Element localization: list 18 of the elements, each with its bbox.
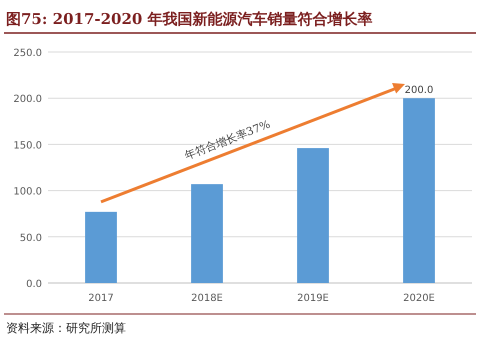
- y-tick-label: 150.0: [13, 140, 42, 152]
- y-tick-label: 200.0: [13, 94, 42, 106]
- x-tick-label: 2019E: [297, 293, 329, 304]
- y-tick-label: 100.0: [13, 186, 42, 198]
- x-tick-label: 2018E: [191, 293, 223, 304]
- data-label: 200.0: [404, 85, 434, 96]
- y-tick-label: 0.0: [26, 279, 42, 290]
- bar: [85, 212, 117, 283]
- y-tick-label: 250.0: [13, 48, 42, 59]
- annotation: 年符合增长率37%: [182, 118, 272, 162]
- x-tick-label: 2017: [88, 293, 114, 304]
- chart-title: 图75: 2017-2020 年我国新能源汽车销量符合增长率: [6, 10, 373, 28]
- bar: [191, 184, 223, 283]
- bar: [403, 98, 435, 283]
- text: 资料来源：研究所测算: [6, 321, 126, 335]
- bar: [297, 148, 329, 283]
- x-tick-label: 2020E: [403, 293, 435, 304]
- y-tick-label: 50.0: [20, 232, 42, 244]
